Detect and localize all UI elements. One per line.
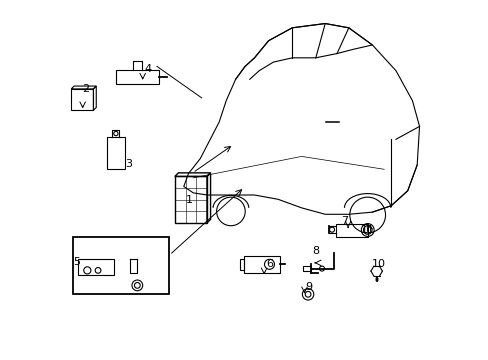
Text: 5: 5: [73, 257, 80, 267]
Text: 7: 7: [340, 216, 347, 226]
Text: 9: 9: [305, 282, 312, 292]
Text: 1: 1: [185, 195, 192, 204]
Text: 4: 4: [144, 64, 151, 74]
Text: 2: 2: [82, 84, 89, 94]
Text: 6: 6: [265, 259, 272, 269]
Text: 10: 10: [371, 259, 385, 269]
Text: 3: 3: [124, 159, 132, 169]
Text: 8: 8: [312, 247, 319, 256]
Text: 11: 11: [360, 225, 374, 235]
